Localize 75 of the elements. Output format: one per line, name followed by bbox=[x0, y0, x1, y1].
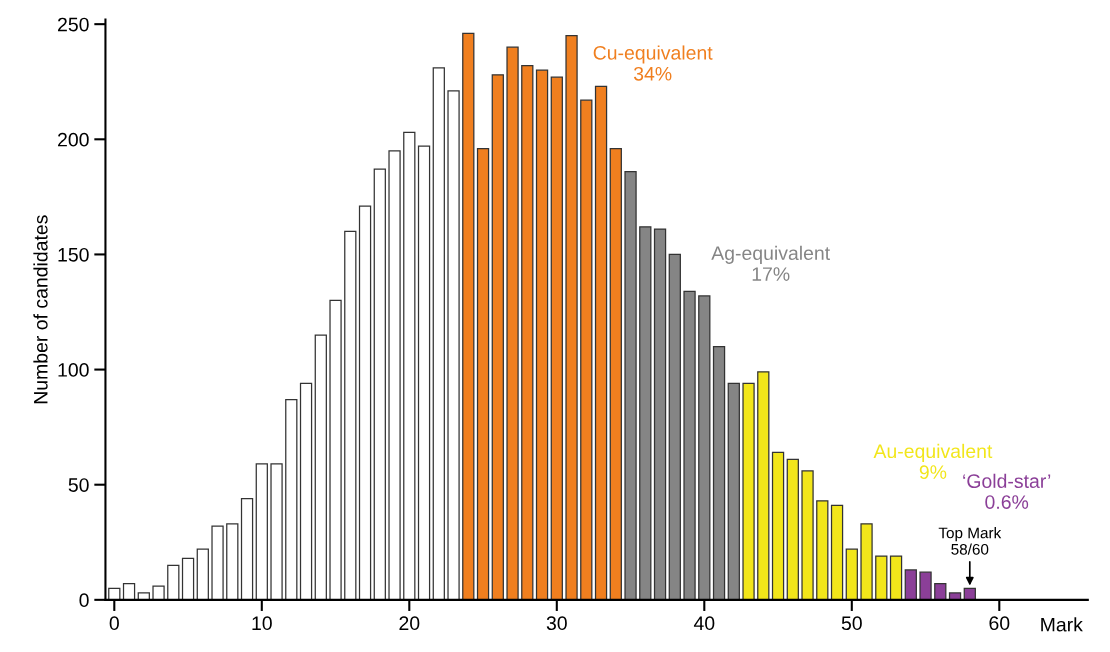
bar bbox=[594, 85, 608, 600]
y-tick-label: 250 bbox=[58, 17, 89, 32]
bar bbox=[550, 76, 563, 600]
series-label: Cu-equivalent 34% bbox=[593, 45, 713, 81]
bar bbox=[299, 382, 313, 600]
y-tick-label: 100 bbox=[58, 363, 89, 377]
bar bbox=[609, 147, 622, 600]
bar bbox=[388, 150, 401, 600]
bar bbox=[344, 230, 357, 600]
bar bbox=[919, 571, 932, 600]
x-tick-label: 40 bbox=[693, 616, 715, 631]
bar bbox=[462, 32, 475, 600]
bar bbox=[535, 69, 549, 600]
bar bbox=[771, 451, 785, 600]
bar bbox=[624, 170, 637, 600]
bar bbox=[122, 583, 136, 600]
x-tick-label: 20 bbox=[399, 616, 420, 631]
bar bbox=[580, 99, 593, 600]
bar bbox=[211, 525, 224, 600]
bar bbox=[830, 504, 844, 600]
annotation: Top Mark 58/60 bbox=[938, 527, 1002, 555]
bar bbox=[712, 345, 726, 600]
y-tick-label: 200 bbox=[58, 132, 89, 147]
bar bbox=[786, 458, 799, 600]
bar bbox=[476, 147, 490, 600]
bar bbox=[491, 74, 504, 600]
bar bbox=[668, 253, 681, 600]
bar bbox=[698, 295, 711, 600]
bar bbox=[432, 67, 445, 600]
bar bbox=[889, 555, 903, 600]
x-tick-label: 60 bbox=[989, 616, 1010, 631]
bar bbox=[816, 500, 829, 600]
x-tick-label: 10 bbox=[252, 616, 272, 631]
y-tick-label: 0 bbox=[79, 593, 89, 608]
bar bbox=[270, 463, 283, 600]
bar bbox=[181, 557, 195, 600]
bar bbox=[285, 398, 298, 600]
bar bbox=[521, 64, 534, 600]
bar bbox=[683, 290, 696, 600]
y-tick-label: 50 bbox=[68, 478, 89, 492]
bar bbox=[653, 228, 667, 600]
bar bbox=[934, 583, 947, 600]
bar bbox=[506, 46, 519, 600]
bar bbox=[329, 299, 342, 600]
bar bbox=[314, 334, 327, 600]
bar bbox=[226, 523, 239, 600]
bar bbox=[196, 548, 209, 600]
bar bbox=[403, 131, 416, 600]
bar bbox=[801, 470, 814, 600]
bar bbox=[904, 569, 917, 600]
bar bbox=[152, 585, 165, 600]
bar bbox=[742, 382, 755, 600]
bar bbox=[948, 592, 962, 600]
bar bbox=[137, 592, 150, 600]
bar bbox=[639, 226, 652, 600]
bar bbox=[447, 90, 460, 600]
x-tick-label: 30 bbox=[546, 616, 567, 631]
x-axis-title: Mark bbox=[1041, 617, 1083, 632]
bar bbox=[757, 371, 770, 600]
bar bbox=[845, 548, 858, 600]
series-label: Ag-equivalent 17% bbox=[711, 245, 830, 281]
y-axis-title: Number of candidates bbox=[33, 215, 48, 404]
bar bbox=[358, 205, 372, 600]
bar bbox=[167, 564, 180, 600]
bar bbox=[727, 382, 740, 600]
x-tick-label: 0 bbox=[109, 616, 119, 631]
bar bbox=[860, 523, 873, 600]
bar bbox=[417, 145, 431, 600]
bar bbox=[373, 168, 386, 600]
bar bbox=[565, 35, 578, 600]
bar bbox=[255, 463, 268, 600]
x-tick-label: 50 bbox=[841, 616, 862, 631]
y-tick-label: 150 bbox=[58, 247, 89, 262]
bar bbox=[240, 497, 254, 600]
bar bbox=[875, 555, 888, 600]
